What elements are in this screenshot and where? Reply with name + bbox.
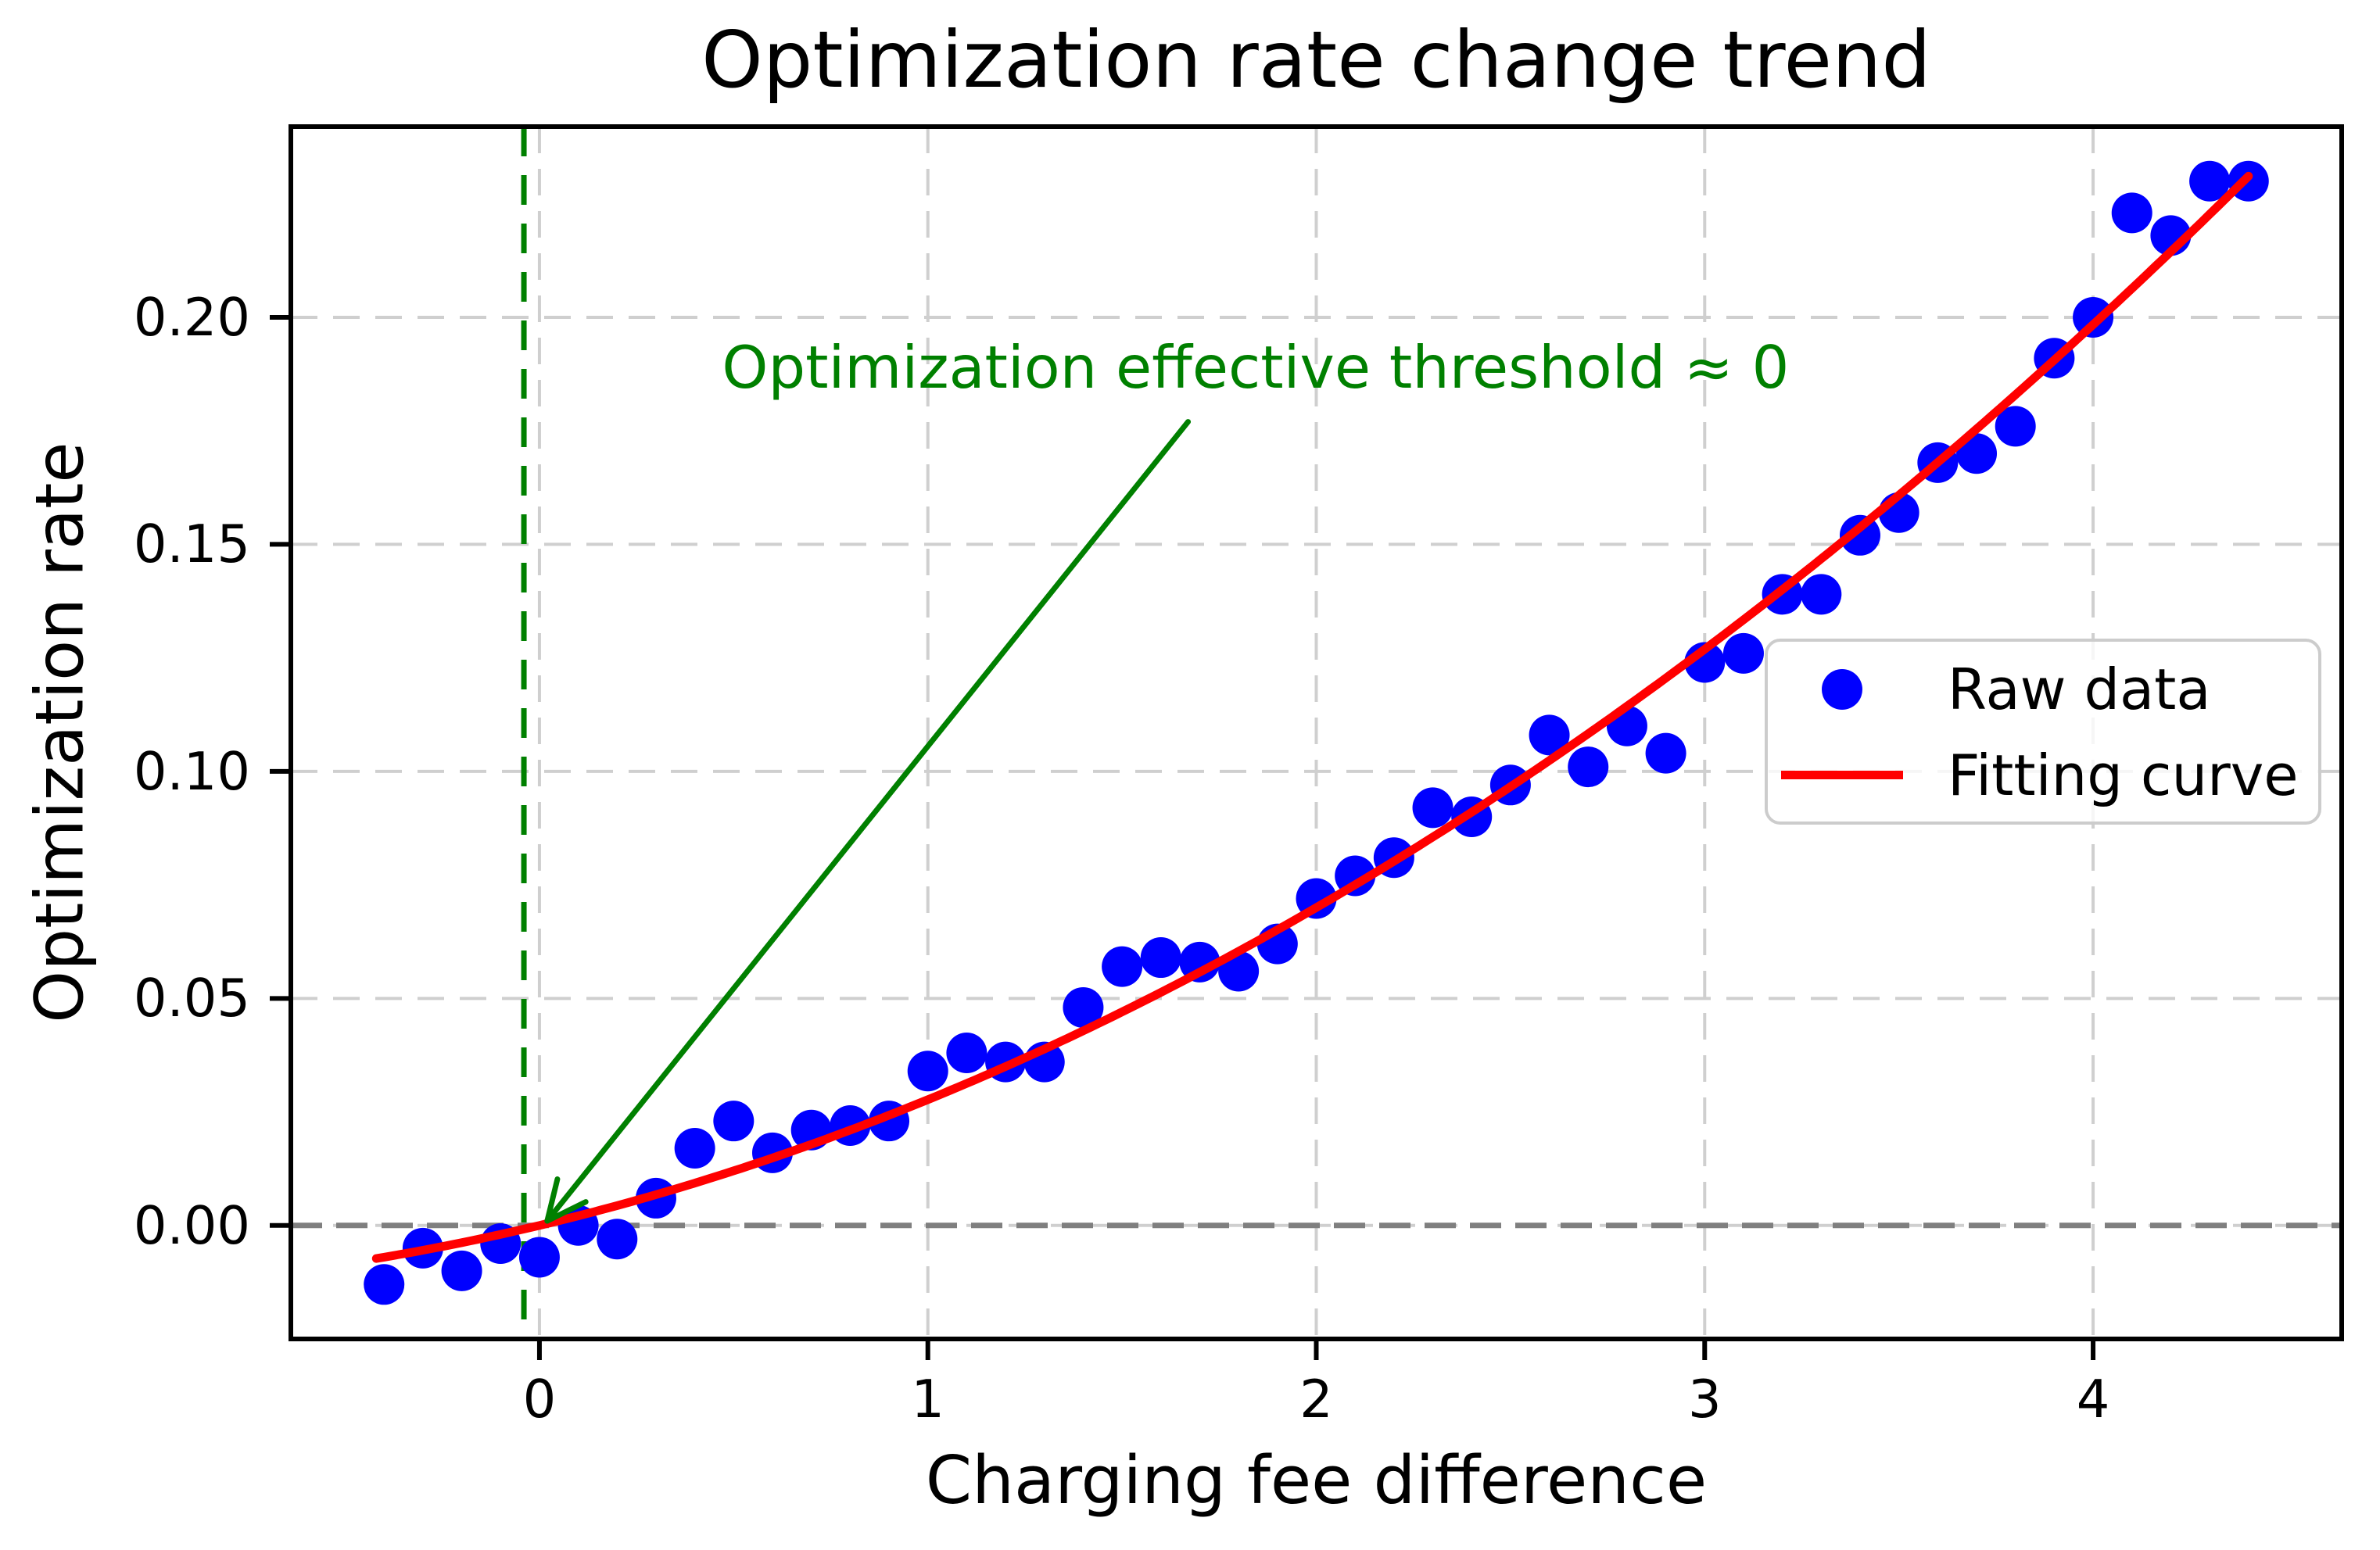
scatter-point — [1839, 514, 1880, 556]
legend-label-raw-data: Raw data — [1948, 657, 2211, 722]
scatter-point — [1140, 937, 1181, 979]
scatter-point — [597, 1219, 638, 1260]
annotation-arrowhead — [544, 1176, 561, 1224]
y-tick-label: 0.15 — [133, 514, 250, 575]
x-tick-label: 2 — [1299, 1369, 1333, 1430]
y-tick-label: 0.05 — [133, 968, 250, 1029]
scatter-point — [364, 1264, 405, 1305]
scatter-point — [441, 1250, 482, 1291]
scatter-point — [946, 1033, 987, 1074]
scatter-point — [1645, 732, 1686, 774]
scatter-point — [1995, 406, 2036, 447]
scatter-point — [1568, 746, 1609, 788]
y-tick-label: 0.20 — [133, 286, 250, 348]
scatter-point — [2073, 296, 2114, 338]
line-marker-icon — [1781, 771, 1903, 779]
scatter-point — [1179, 941, 1220, 983]
x-tick-label: 4 — [2076, 1369, 2110, 1430]
annotation-arrowhead — [544, 1199, 589, 1224]
legend: Raw data Fitting curve — [1765, 639, 2321, 825]
x-tick-label: 3 — [1687, 1369, 1722, 1430]
scatter-point — [1722, 632, 1764, 674]
x-tick-label: 1 — [911, 1369, 945, 1430]
scatter-point — [1529, 714, 1570, 756]
scatter-point — [2189, 160, 2231, 202]
legend-label-fitting-curve: Fitting curve — [1948, 743, 2299, 808]
x-axis-label: Charging fee difference — [925, 1442, 1708, 1520]
scatter-point — [1801, 574, 1842, 615]
scatter-point — [2111, 192, 2152, 234]
scatter-point — [1412, 787, 1453, 829]
fit-curve — [371, 171, 2253, 1263]
y-tick-label: 0.00 — [133, 1194, 250, 1256]
annotation-arrow — [544, 419, 1192, 1224]
scatter-point — [907, 1051, 948, 1092]
x-tick-label: 0 — [522, 1369, 557, 1430]
scatter-point — [713, 1101, 755, 1142]
y-tick-label: 0.10 — [133, 740, 250, 802]
scatter-point — [1063, 986, 1104, 1028]
scatter-point — [674, 1128, 715, 1169]
scatter-point — [1102, 946, 1143, 987]
chart-title: Optimization rate change trend — [701, 14, 1931, 106]
scatter-marker-icon — [1822, 669, 1862, 710]
y-axis-label: Optimization rate — [21, 442, 99, 1023]
scatter-point — [518, 1237, 560, 1278]
annotation-text: Optimization effective threshold ≈ 0 — [722, 332, 1790, 402]
